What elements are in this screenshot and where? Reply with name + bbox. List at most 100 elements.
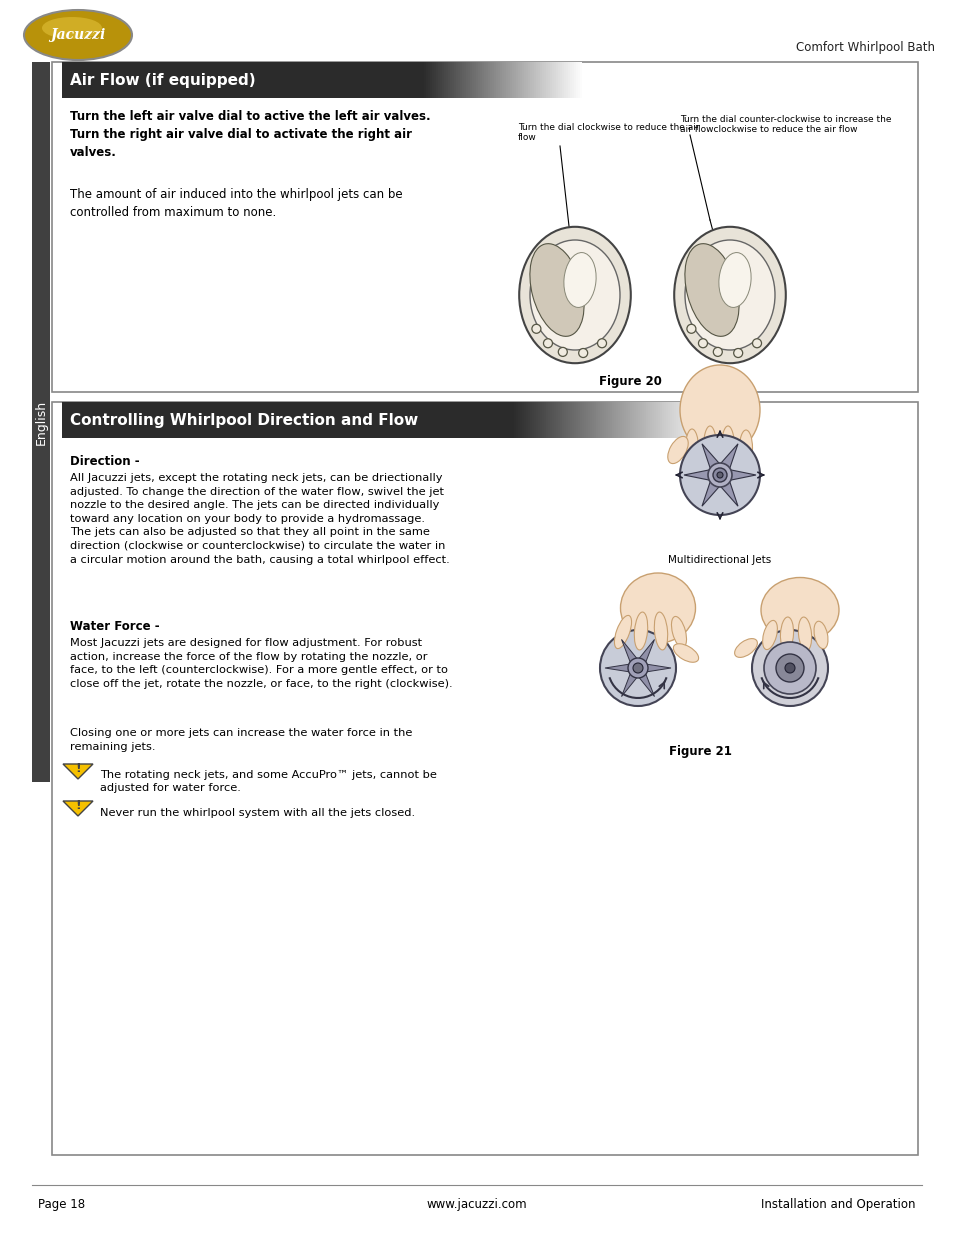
Bar: [530, 403, 532, 438]
Bar: [576, 62, 578, 98]
Bar: [38, 62, 39, 782]
Bar: [516, 403, 517, 438]
Bar: [656, 403, 658, 438]
Text: Most Jacuzzi jets are designed for flow adjustment. For robust
action, increase : Most Jacuzzi jets are designed for flow …: [70, 638, 452, 689]
Bar: [587, 403, 589, 438]
Bar: [539, 62, 541, 98]
Bar: [618, 403, 619, 438]
Ellipse shape: [518, 227, 630, 363]
Bar: [676, 403, 678, 438]
Bar: [477, 62, 479, 98]
Ellipse shape: [720, 426, 734, 468]
Bar: [37, 62, 38, 782]
Bar: [44, 62, 45, 782]
Bar: [605, 403, 607, 438]
Bar: [421, 62, 423, 98]
Bar: [37, 62, 38, 782]
Bar: [685, 403, 687, 438]
Bar: [534, 403, 536, 438]
Polygon shape: [683, 471, 708, 480]
Bar: [545, 62, 547, 98]
Bar: [483, 62, 485, 98]
Bar: [43, 62, 44, 782]
Ellipse shape: [679, 366, 760, 454]
Bar: [426, 62, 428, 98]
Bar: [709, 403, 711, 438]
Bar: [693, 403, 696, 438]
Bar: [497, 62, 499, 98]
Bar: [609, 403, 612, 438]
Bar: [33, 62, 34, 782]
Bar: [705, 403, 707, 438]
Text: Comfort Whirlpool Bath: Comfort Whirlpool Bath: [795, 42, 934, 54]
Bar: [32, 62, 33, 782]
Bar: [629, 403, 631, 438]
Ellipse shape: [761, 620, 777, 650]
Text: !: !: [75, 762, 81, 776]
Bar: [601, 403, 603, 438]
Bar: [569, 403, 572, 438]
Circle shape: [558, 347, 567, 357]
Bar: [578, 62, 579, 98]
Bar: [36, 62, 37, 782]
Bar: [512, 403, 514, 438]
Bar: [42, 62, 43, 782]
Bar: [436, 62, 437, 98]
Bar: [452, 62, 454, 98]
Bar: [572, 62, 574, 98]
Bar: [525, 62, 527, 98]
Bar: [519, 62, 521, 98]
Bar: [521, 403, 523, 438]
Bar: [572, 403, 574, 438]
Bar: [512, 62, 514, 98]
Text: Controlling Whirlpool Direction and Flow: Controlling Whirlpool Direction and Flow: [70, 412, 417, 427]
Bar: [517, 403, 519, 438]
Bar: [525, 403, 527, 438]
Polygon shape: [730, 471, 755, 480]
Bar: [641, 403, 643, 438]
Bar: [537, 403, 539, 438]
Bar: [581, 403, 583, 438]
Ellipse shape: [813, 621, 827, 648]
Bar: [532, 62, 534, 98]
Ellipse shape: [654, 613, 667, 650]
Bar: [698, 403, 700, 438]
Bar: [554, 62, 556, 98]
Bar: [485, 62, 488, 98]
Ellipse shape: [24, 10, 132, 61]
Bar: [565, 62, 567, 98]
Bar: [603, 403, 605, 438]
Bar: [536, 62, 537, 98]
Polygon shape: [720, 443, 738, 468]
Bar: [636, 403, 638, 438]
Bar: [428, 62, 430, 98]
Bar: [43, 62, 44, 782]
Text: !: !: [75, 799, 81, 811]
Polygon shape: [701, 482, 719, 506]
Circle shape: [707, 463, 731, 487]
Bar: [432, 62, 434, 98]
Bar: [696, 403, 698, 438]
Circle shape: [698, 338, 707, 348]
Bar: [539, 403, 541, 438]
Text: Figure 21: Figure 21: [668, 745, 731, 758]
Bar: [519, 403, 521, 438]
Polygon shape: [720, 482, 738, 506]
Bar: [62, 403, 512, 438]
Circle shape: [784, 663, 794, 673]
Ellipse shape: [529, 243, 583, 336]
Ellipse shape: [563, 253, 596, 308]
Bar: [679, 403, 681, 438]
Bar: [461, 62, 463, 98]
Bar: [541, 403, 543, 438]
Bar: [634, 403, 636, 438]
Bar: [537, 62, 539, 98]
Bar: [62, 62, 421, 98]
Bar: [463, 62, 465, 98]
Bar: [659, 403, 661, 438]
Bar: [552, 62, 554, 98]
Bar: [569, 62, 572, 98]
Bar: [479, 62, 481, 98]
Bar: [494, 62, 496, 98]
Bar: [470, 62, 472, 98]
